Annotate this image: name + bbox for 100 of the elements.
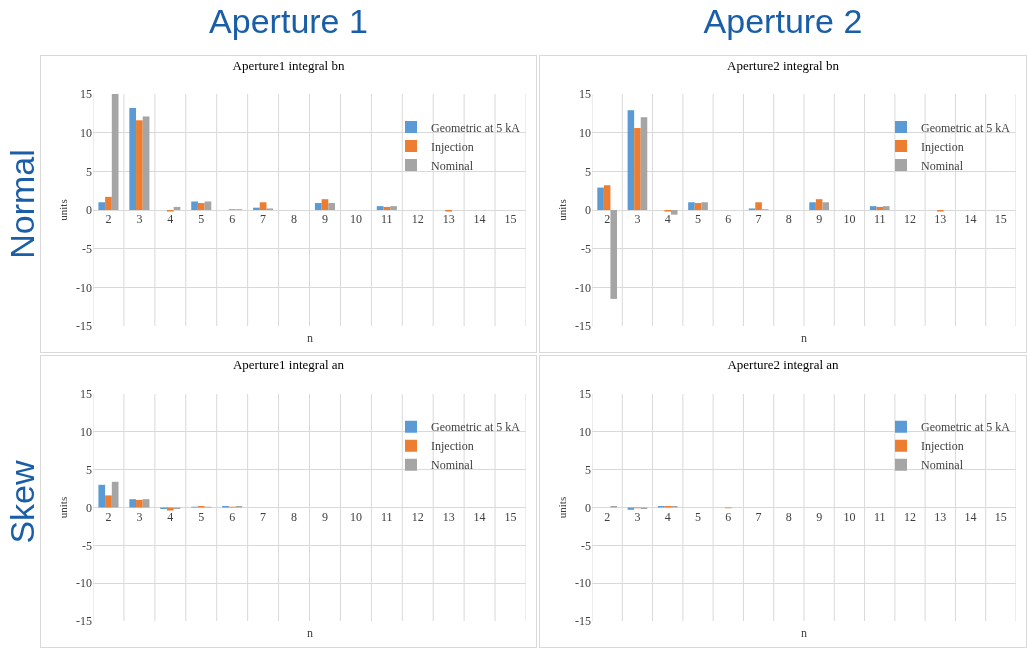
x-tick-label: 8	[785, 212, 792, 226]
y-tick-label: -10	[76, 576, 92, 591]
bar	[883, 206, 890, 210]
x-tick-label: 8	[291, 509, 298, 524]
x-tick-label: 4	[664, 509, 671, 524]
bar	[98, 202, 106, 210]
legend-label: Geometric at 5 kA	[431, 120, 521, 135]
legend-label: Injection	[921, 439, 964, 454]
bar	[376, 206, 384, 210]
chart-title: Aperture2 integral bn	[727, 57, 840, 73]
x-tick-label: 14	[473, 212, 486, 226]
x-tick-label: 7	[755, 212, 762, 226]
chart-title: Aperture1 integral bn	[232, 57, 345, 73]
bar	[191, 201, 198, 210]
x-tick-label: 6	[725, 212, 732, 226]
bar	[390, 206, 397, 210]
text: Skew	[2, 459, 42, 544]
legend-label: Nominal	[431, 158, 474, 173]
bar	[597, 187, 604, 210]
x-tick-label: 14	[964, 212, 977, 226]
x-tick-label: 4	[167, 212, 174, 226]
x-tick-label: 12	[904, 509, 916, 524]
bar	[694, 203, 702, 210]
x-tick-label: 12	[411, 212, 424, 226]
x-tick-label: 3	[136, 509, 143, 524]
bar	[105, 196, 112, 210]
y-tick-label: 10	[80, 125, 92, 140]
y-axis-title: units	[56, 496, 69, 519]
y-tick-label: -10	[575, 280, 591, 295]
x-tick-label: 7	[260, 212, 267, 226]
y-tick-label: 10	[579, 425, 591, 440]
legend-label: Geometric at 5 kA	[921, 120, 1011, 135]
text: Aperture 1	[209, 2, 368, 41]
x-tick-label: 15	[994, 509, 1007, 524]
bar	[136, 120, 143, 210]
x-axis-title: n	[307, 626, 313, 640]
bar	[671, 210, 678, 215]
x-tick-label: 10	[843, 509, 856, 524]
bar	[321, 199, 329, 210]
y-tick-label: 5	[585, 462, 591, 477]
bar	[105, 495, 112, 508]
x-tick-label: 7	[260, 509, 267, 524]
x-tick-label: 13	[934, 509, 947, 524]
chart-title: Aperture1 integral an	[232, 357, 345, 373]
y-tick-label: 15	[80, 87, 92, 102]
legend-label: Injection	[431, 439, 474, 454]
x-tick-label: 7	[755, 509, 762, 524]
x-tick-label: 11	[873, 212, 886, 226]
legend-label: Geometric at 5 kA	[921, 420, 1011, 435]
y-tick-label: 5	[86, 164, 92, 179]
y-tick-label: 10	[80, 425, 92, 440]
bar	[166, 507, 174, 511]
x-tick-label: 5	[695, 212, 701, 226]
x-tick-label: 12	[411, 509, 424, 524]
y-tick-label: -10	[575, 576, 591, 591]
y-tick-label: -15	[76, 319, 92, 334]
y-axis-title: units	[56, 199, 69, 221]
x-tick-label: 3	[634, 509, 641, 524]
x-axis-title: n	[801, 626, 807, 640]
y-tick-label: -10	[76, 280, 92, 295]
x-tick-label: 2	[105, 509, 112, 524]
bar	[755, 202, 762, 210]
x-tick-label: 11	[381, 212, 393, 226]
x-axis-title: n	[307, 331, 313, 345]
x-tick-label: 6	[229, 212, 236, 226]
x-tick-label: 9	[321, 509, 328, 524]
x-tick-label: 12	[904, 212, 916, 226]
x-tick-label: 3	[136, 212, 143, 226]
x-tick-label: 8	[291, 212, 298, 226]
x-tick-label: 15	[504, 509, 517, 524]
bar	[197, 203, 205, 210]
y-tick-label: 0	[86, 203, 92, 218]
x-tick-label: 2	[604, 212, 611, 226]
legend-label: Nominal	[431, 458, 474, 473]
bar	[688, 202, 695, 210]
x-tick-label: 2	[604, 509, 611, 524]
x-axis-title: n	[801, 331, 807, 345]
bar	[822, 202, 829, 210]
bar	[809, 202, 816, 210]
chart-title: Aperture2 integral an	[727, 357, 840, 373]
y-tick-label: -5	[581, 538, 591, 553]
bar	[111, 481, 119, 508]
y-tick-label: 0	[86, 500, 92, 515]
bar	[603, 185, 611, 210]
x-tick-label: 13	[934, 212, 947, 226]
y-axis-title: units	[555, 199, 568, 221]
y-tick-label: 15	[579, 387, 591, 402]
bar	[876, 206, 883, 210]
x-tick-label: 15	[504, 212, 517, 226]
x-tick-label: 9	[321, 212, 328, 226]
x-tick-label: 10	[349, 509, 362, 524]
x-tick-label: 3	[634, 212, 641, 226]
x-tick-label: 11	[381, 509, 393, 524]
bar	[204, 201, 212, 210]
x-tick-label: 14	[964, 509, 977, 524]
x-tick-label: 5	[695, 509, 701, 524]
bar	[111, 94, 119, 210]
bar	[701, 202, 708, 210]
y-tick-label: -15	[76, 614, 92, 629]
x-tick-label: 9	[816, 509, 823, 524]
